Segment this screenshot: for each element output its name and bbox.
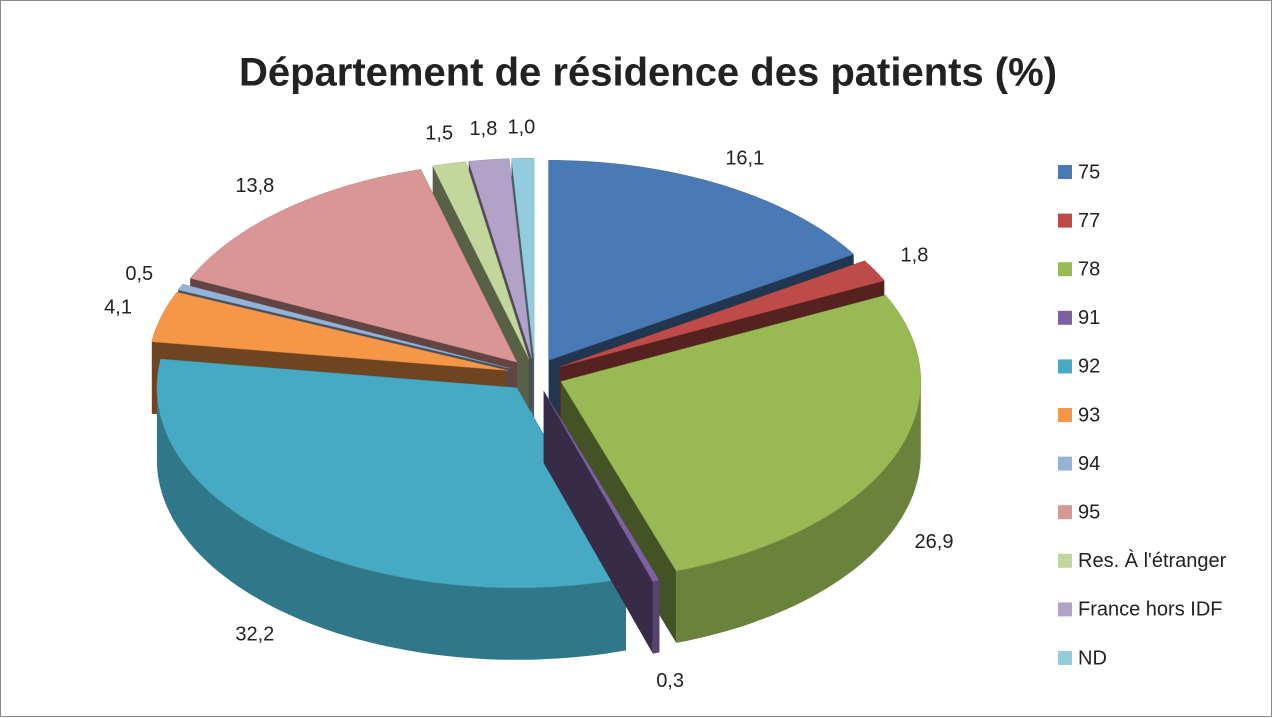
slice-wall xyxy=(543,391,653,654)
slice-rim xyxy=(156,387,626,660)
legend-swatch xyxy=(1058,165,1072,179)
legend-swatch xyxy=(1058,553,1072,568)
data-label: 0,5 xyxy=(125,263,153,285)
legend-label: ND xyxy=(1078,647,1107,669)
legend-label: Res. À l'étranger xyxy=(1078,549,1227,572)
data-label: 32,2 xyxy=(235,623,274,645)
legend-label: 95 xyxy=(1078,501,1100,523)
slice-top xyxy=(559,260,885,368)
slice-top xyxy=(151,291,509,371)
data-label: 4,1 xyxy=(104,297,132,319)
slice-top xyxy=(560,294,922,572)
legend-label: 91 xyxy=(1078,307,1100,329)
legend-label: 78 xyxy=(1078,258,1100,280)
legend-label: 75 xyxy=(1078,161,1100,183)
legend-label: France hors IDF xyxy=(1078,599,1222,621)
slice-top xyxy=(548,160,855,361)
legend-label: 93 xyxy=(1078,404,1100,426)
slice-top xyxy=(189,169,518,363)
data-label: 13,8 xyxy=(235,175,274,197)
data-label: 16,1 xyxy=(725,147,764,169)
legend-label: 94 xyxy=(1078,453,1100,475)
data-label: 1,8 xyxy=(470,118,498,140)
legend-swatch xyxy=(1058,456,1072,471)
slice-top xyxy=(432,161,530,359)
slice-top xyxy=(468,158,532,359)
slice-top xyxy=(177,283,510,369)
slice xyxy=(543,390,660,654)
legend-swatch xyxy=(1058,505,1072,520)
legend-swatch xyxy=(1058,310,1072,325)
slice-rim xyxy=(652,580,660,654)
legend-swatch xyxy=(1058,651,1072,665)
slice xyxy=(156,358,627,660)
legend-label: 92 xyxy=(1078,356,1100,378)
data-label: 26,9 xyxy=(915,531,954,553)
legend-swatch xyxy=(1058,359,1072,374)
legend-swatch xyxy=(1058,262,1072,277)
data-label: 1,0 xyxy=(507,117,535,139)
legend-swatch xyxy=(1058,408,1072,422)
legend-label: 77 xyxy=(1078,210,1100,232)
slice-top xyxy=(543,390,660,582)
slice-top xyxy=(511,157,535,359)
data-label: 1,5 xyxy=(425,123,453,145)
chart-title: Département de résidence des patients (%… xyxy=(239,51,1057,95)
slice-rim xyxy=(676,381,921,643)
slice-top xyxy=(156,358,627,589)
data-label: 0,3 xyxy=(656,670,684,692)
data-label: 1,8 xyxy=(901,244,929,266)
legend-swatch xyxy=(1058,213,1072,228)
legend-swatch xyxy=(1058,602,1072,617)
